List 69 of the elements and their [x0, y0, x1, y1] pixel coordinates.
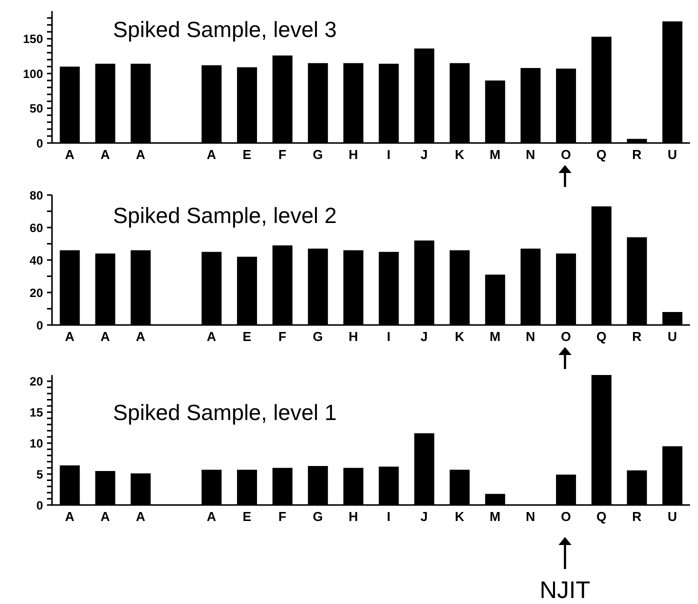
x-tick-label: A: [100, 329, 110, 344]
x-tick-label: F: [278, 147, 286, 162]
chart-title: Spiked Sample, level 2: [113, 203, 337, 229]
y-tick-label: 0: [36, 318, 44, 332]
x-tick-label: N: [526, 147, 536, 162]
text: NJIT: [540, 577, 590, 604]
chart-title: Spiked Sample, level 3: [113, 17, 337, 43]
y-tick-label: 15: [30, 405, 44, 420]
x-tick-label: I: [386, 509, 391, 524]
x-tick-label: O: [560, 329, 572, 344]
y-tick-label: 0: [36, 136, 44, 150]
x-tick-label: O: [560, 509, 572, 524]
x-tick-label: J: [420, 147, 428, 162]
x-tick-label: J: [420, 509, 428, 524]
x-tick-label: U: [668, 509, 677, 524]
x-tick-label: N: [526, 329, 536, 344]
y-tick-label: 0: [36, 498, 44, 512]
y-tick-label: 80: [30, 188, 44, 202]
y-tick-label: 40: [30, 253, 44, 268]
x-tick-label: A: [136, 509, 146, 524]
x-tick-label: H: [348, 147, 358, 162]
y-tick-label: 100: [22, 66, 44, 81]
y-tick-label: 10: [30, 436, 44, 450]
x-tick-label: R: [632, 329, 642, 344]
y-tick-label: 20: [30, 286, 44, 300]
x-tick-label: H: [348, 329, 358, 344]
y-tick-label: 20: [30, 374, 44, 388]
x-tick-label: R: [632, 509, 642, 524]
y-tick-label: 60: [30, 220, 44, 235]
x-tick-label: A: [136, 147, 146, 162]
x-tick-label: E: [242, 329, 252, 344]
y-tick-label: 5: [36, 467, 44, 482]
x-tick-label: A: [65, 147, 76, 162]
x-tick-label: A: [206, 147, 217, 162]
x-tick-label: N: [526, 509, 536, 524]
text: Spiked Sample, level 1: [113, 400, 337, 426]
x-tick-label: U: [668, 329, 677, 344]
x-tick-label: J: [420, 329, 428, 344]
x-tick-label: A: [65, 509, 76, 524]
x-tick-label: A: [136, 329, 146, 344]
x-tick-label: I: [386, 329, 391, 344]
x-tick-label: O: [560, 147, 572, 162]
x-tick-label: U: [668, 147, 677, 162]
x-tick-label: R: [632, 147, 642, 162]
x-tick-label: K: [454, 329, 465, 344]
x-tick-label: H: [348, 509, 358, 524]
y-tick-label: 50: [30, 102, 44, 116]
x-tick-label: G: [312, 147, 323, 162]
x-tick-label: A: [100, 509, 110, 524]
x-tick-label: K: [454, 509, 465, 524]
x-tick-label: I: [386, 147, 391, 162]
x-tick-label: K: [454, 147, 465, 162]
x-tick-label: M: [490, 147, 500, 162]
x-tick-label: Q: [596, 329, 606, 344]
x-tick-label: M: [490, 509, 500, 524]
x-tick-label: F: [278, 509, 286, 524]
x-tick-label: E: [242, 147, 252, 162]
x-tick-label: A: [206, 329, 217, 344]
x-tick-label: A: [100, 147, 110, 162]
y-tick-label: 150: [22, 32, 44, 46]
x-tick-label: Q: [596, 147, 606, 162]
x-tick-label: F: [278, 329, 286, 344]
x-tick-label: M: [490, 329, 500, 344]
x-tick-label: G: [312, 509, 323, 524]
x-tick-label: A: [65, 329, 76, 344]
x-tick-label: E: [242, 509, 252, 524]
x-tick-label: A: [206, 509, 217, 524]
x-tick-label: Q: [596, 509, 606, 524]
x-tick-label: G: [312, 329, 323, 344]
